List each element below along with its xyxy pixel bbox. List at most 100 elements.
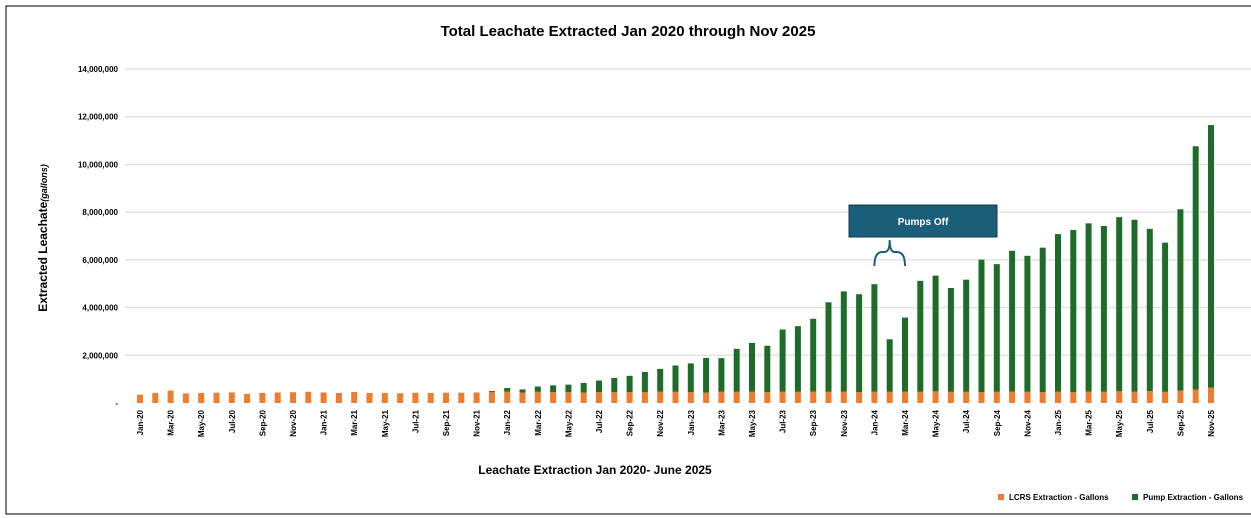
bar-lcrs (596, 392, 602, 403)
legend-label-lcrs: LCRS Extraction - Gallons (1009, 493, 1109, 502)
bar-lcrs (1009, 391, 1016, 403)
x-tick-label: Mar-25 (1085, 409, 1094, 435)
bar-lcrs (963, 391, 970, 403)
x-tick-label: Jul-21 (411, 409, 420, 433)
bar-pump (1039, 247, 1046, 393)
x-tick-label: Nov-22 (656, 409, 665, 436)
bar-lcrs (381, 392, 388, 403)
bar-pump (504, 387, 511, 392)
x-tick-label: Nov-23 (840, 409, 849, 436)
bar-lcrs (167, 390, 174, 403)
bar-lcrs (1208, 387, 1214, 403)
y-tick-label: 10,000,000 (78, 160, 119, 169)
x-tick-label: Mar-24 (901, 409, 910, 435)
bar-pump (565, 384, 572, 393)
legend-label-pump: Pump Extraction - Gallons (1143, 493, 1244, 502)
x-tick-label: Nov-20 (289, 409, 298, 436)
bar-lcrs (290, 392, 296, 403)
y-tick-label: 12,000,000 (78, 113, 119, 122)
x-tick-label: Jul-20 (228, 409, 237, 433)
y-tick-label: - (115, 399, 118, 408)
bar-pump (947, 288, 954, 392)
y-axis-title-unit: (gallons) (39, 164, 49, 202)
legend-swatch-lcrs (998, 494, 1004, 500)
bar-lcrs (641, 392, 648, 403)
bar-lcrs (871, 391, 878, 403)
bar-lcrs (810, 391, 817, 403)
bar-lcrs (519, 392, 526, 403)
bar-lcrs (228, 392, 235, 403)
bar-lcrs (182, 393, 189, 403)
bar-pump (596, 380, 602, 393)
bar-pump (1070, 230, 1077, 393)
x-tick-label: May-21 (381, 409, 390, 437)
bar-pump (641, 371, 648, 393)
bar-lcrs (703, 392, 710, 403)
bar-lcrs (488, 392, 495, 403)
bar-lcrs (504, 391, 511, 403)
x-tick-label: Sep-21 (442, 409, 451, 436)
bar-pump (963, 279, 970, 392)
bar-lcrs (152, 392, 159, 403)
bar-lcrs (626, 392, 633, 403)
bar-pump (1162, 242, 1169, 392)
bar-lcrs (244, 393, 251, 403)
x-tick-label: Mar-20 (167, 409, 176, 435)
y-tick-label: 8,000,000 (82, 208, 118, 217)
x-tick-label: May-25 (1115, 409, 1124, 437)
x-tick-label: Jan-25 (1054, 409, 1063, 435)
bar-lcrs (366, 392, 373, 403)
bar-pump (779, 329, 786, 392)
bar-lcrs (274, 392, 281, 403)
bar-lcrs (1055, 391, 1061, 403)
bar-lcrs (259, 392, 266, 403)
annotation-label: Pumps Off (898, 217, 949, 228)
bar-lcrs (902, 391, 908, 403)
x-tick-label: May-24 (932, 409, 941, 437)
bar-lcrs (305, 391, 312, 403)
bar-lcrs (672, 391, 679, 403)
bar-lcrs (351, 392, 358, 403)
x-axis-title: Leachate Extraction Jan 2020- June 2025 (478, 463, 712, 477)
bar-pump (1116, 217, 1123, 392)
annotation-box (848, 204, 998, 238)
bar-lcrs (137, 394, 143, 403)
bar-lcrs (886, 391, 893, 403)
bar-pump (733, 348, 740, 392)
bar-lcrs (1024, 391, 1031, 403)
bar-pump (978, 259, 985, 393)
bar-lcrs (840, 391, 847, 403)
bar-lcrs (611, 392, 618, 403)
bar-pump (1009, 250, 1016, 392)
bar-lcrs (458, 392, 465, 403)
x-tick-label: Jul-25 (1146, 409, 1155, 433)
y-tick-label: 2,000,000 (82, 351, 118, 360)
bar-lcrs (198, 392, 205, 403)
x-tick-label: Sep-23 (809, 409, 818, 436)
bar-pump (993, 264, 1000, 392)
bar-pump (810, 318, 817, 392)
bar-lcrs (534, 391, 541, 403)
bar-pump (580, 382, 587, 393)
bar-lcrs (749, 391, 755, 403)
x-tick-label: Mar-22 (534, 409, 543, 435)
bar-lcrs (213, 392, 220, 403)
x-tick-label: Nov-24 (1023, 409, 1032, 436)
bar-pump (764, 345, 771, 393)
bar-pump (1024, 255, 1031, 392)
x-tick-label: Jul-23 (779, 409, 788, 433)
x-tick-label: Jan-22 (503, 409, 512, 435)
bar-lcrs (443, 392, 449, 403)
bar-pump (488, 391, 495, 393)
x-tick-label: Nov-21 (473, 409, 482, 436)
bar-pump (550, 385, 557, 393)
y-axis-title-main: Extracted Leachate (36, 201, 50, 311)
bar-lcrs (947, 391, 954, 403)
bar-lcrs (657, 391, 664, 403)
gridlines (125, 68, 1251, 356)
y-tick-label: 6,000,000 (82, 256, 118, 265)
x-tick-label: May-20 (197, 409, 206, 437)
bar-pump (718, 358, 725, 392)
bar-lcrs (412, 392, 419, 403)
